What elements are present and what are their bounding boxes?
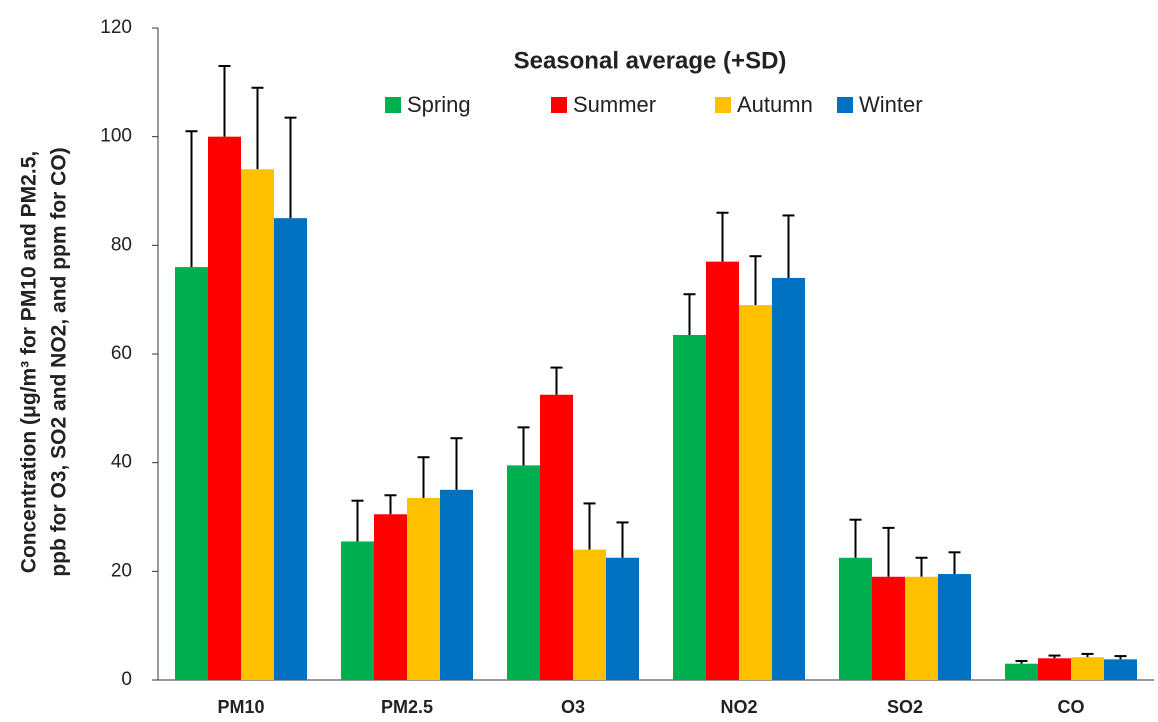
- legend-title: Seasonal average (+SD): [514, 47, 787, 74]
- bar: [374, 514, 407, 680]
- bar: [208, 136, 241, 680]
- bar: [905, 576, 938, 680]
- legend-swatch: [385, 97, 401, 113]
- bar: [341, 541, 374, 680]
- y-tick-label: 100: [100, 126, 132, 147]
- bar: [706, 261, 739, 680]
- legend-swatch: [551, 97, 567, 113]
- x-tick-label: NO2: [720, 697, 757, 717]
- y-tick-label: 120: [100, 17, 132, 38]
- y-axis-label-line: Concentration (μg/m³ for PM10 and PM2.5,: [18, 151, 41, 573]
- bar: [573, 549, 606, 680]
- y-tick-label: 0: [121, 669, 132, 690]
- bar: [772, 277, 805, 680]
- bar: [175, 267, 208, 680]
- bar: [839, 557, 872, 680]
- bar: [872, 576, 905, 680]
- x-tick-label: PM10: [217, 697, 264, 717]
- y-tick-label: 40: [111, 452, 132, 473]
- legend-label: Spring: [407, 92, 471, 117]
- legend-swatch: [837, 97, 853, 113]
- y-tick-label: 20: [111, 560, 132, 581]
- y-tick-label: 60: [111, 343, 132, 364]
- bar: [938, 574, 971, 680]
- x-tick-label: O3: [561, 697, 585, 717]
- bar: [606, 557, 639, 680]
- x-tick-label: PM2.5: [381, 697, 433, 717]
- y-axis-label: Concentration (μg/m³ for PM10 and PM2.5,…: [18, 147, 71, 576]
- y-axis-label-line: ppb for O3, SO2 and NO2, and ppm for CO): [48, 147, 71, 576]
- bar: [673, 334, 706, 680]
- bar: [1071, 657, 1104, 680]
- bar: [507, 465, 540, 680]
- legend-label: Winter: [859, 92, 923, 117]
- bar: [241, 169, 274, 680]
- bar: [274, 218, 307, 680]
- bar: [1038, 658, 1071, 680]
- x-tick-label: CO: [1058, 697, 1085, 717]
- legend-label: Autumn: [737, 92, 813, 117]
- bar: [1005, 663, 1038, 680]
- bar: [407, 497, 440, 680]
- x-tick-label: SO2: [887, 697, 923, 717]
- legend-label: Summer: [573, 92, 656, 117]
- bar: [540, 394, 573, 680]
- y-tick-label: 80: [111, 234, 132, 255]
- bar: [739, 305, 772, 680]
- bar: [1104, 659, 1137, 680]
- legend-swatch: [715, 97, 731, 113]
- bar: [440, 489, 473, 680]
